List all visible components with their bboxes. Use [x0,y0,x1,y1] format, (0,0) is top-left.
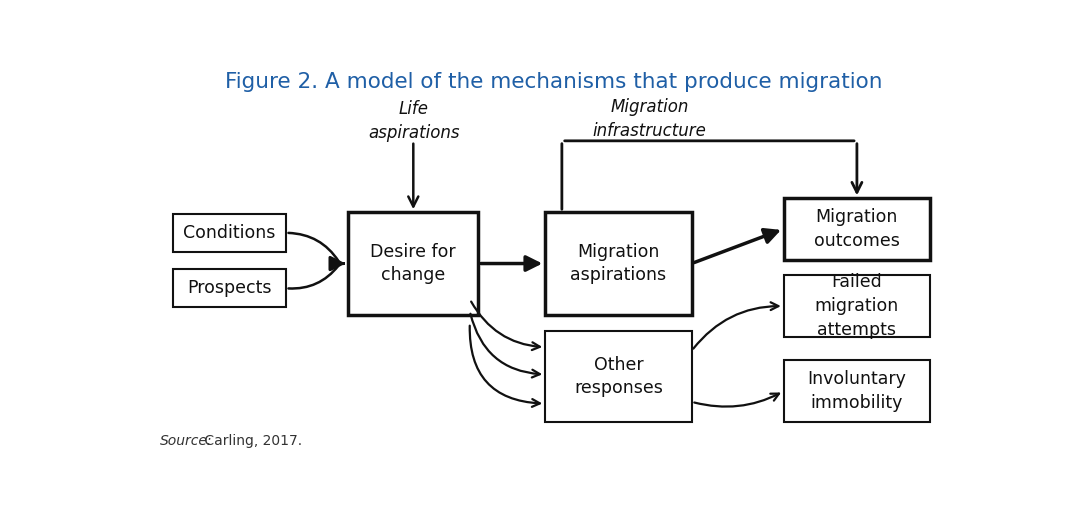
Text: Other
responses: Other responses [573,356,663,397]
Text: Life
aspirations: Life aspirations [368,100,459,142]
FancyBboxPatch shape [349,212,478,315]
Text: Source:: Source: [160,434,213,448]
Text: Conditions: Conditions [183,224,275,242]
FancyBboxPatch shape [545,331,691,422]
FancyBboxPatch shape [784,198,930,260]
Text: Failed
migration
attempts: Failed migration attempts [814,273,899,339]
Text: Involuntary
immobility: Involuntary immobility [808,371,906,412]
FancyBboxPatch shape [784,276,930,337]
Text: Migration
aspirations: Migration aspirations [570,243,666,284]
Text: Migration
outcomes: Migration outcomes [814,208,900,250]
FancyBboxPatch shape [545,212,691,315]
Text: Migration
infrastructure: Migration infrastructure [593,98,706,140]
FancyBboxPatch shape [173,214,285,252]
Text: Carling, 2017.: Carling, 2017. [200,434,302,448]
Text: Figure 2. A model of the mechanisms that produce migration: Figure 2. A model of the mechanisms that… [225,71,882,91]
FancyBboxPatch shape [784,360,930,422]
FancyBboxPatch shape [173,269,285,307]
Text: Desire for
change: Desire for change [370,243,456,284]
Text: Prospects: Prospects [187,279,271,297]
